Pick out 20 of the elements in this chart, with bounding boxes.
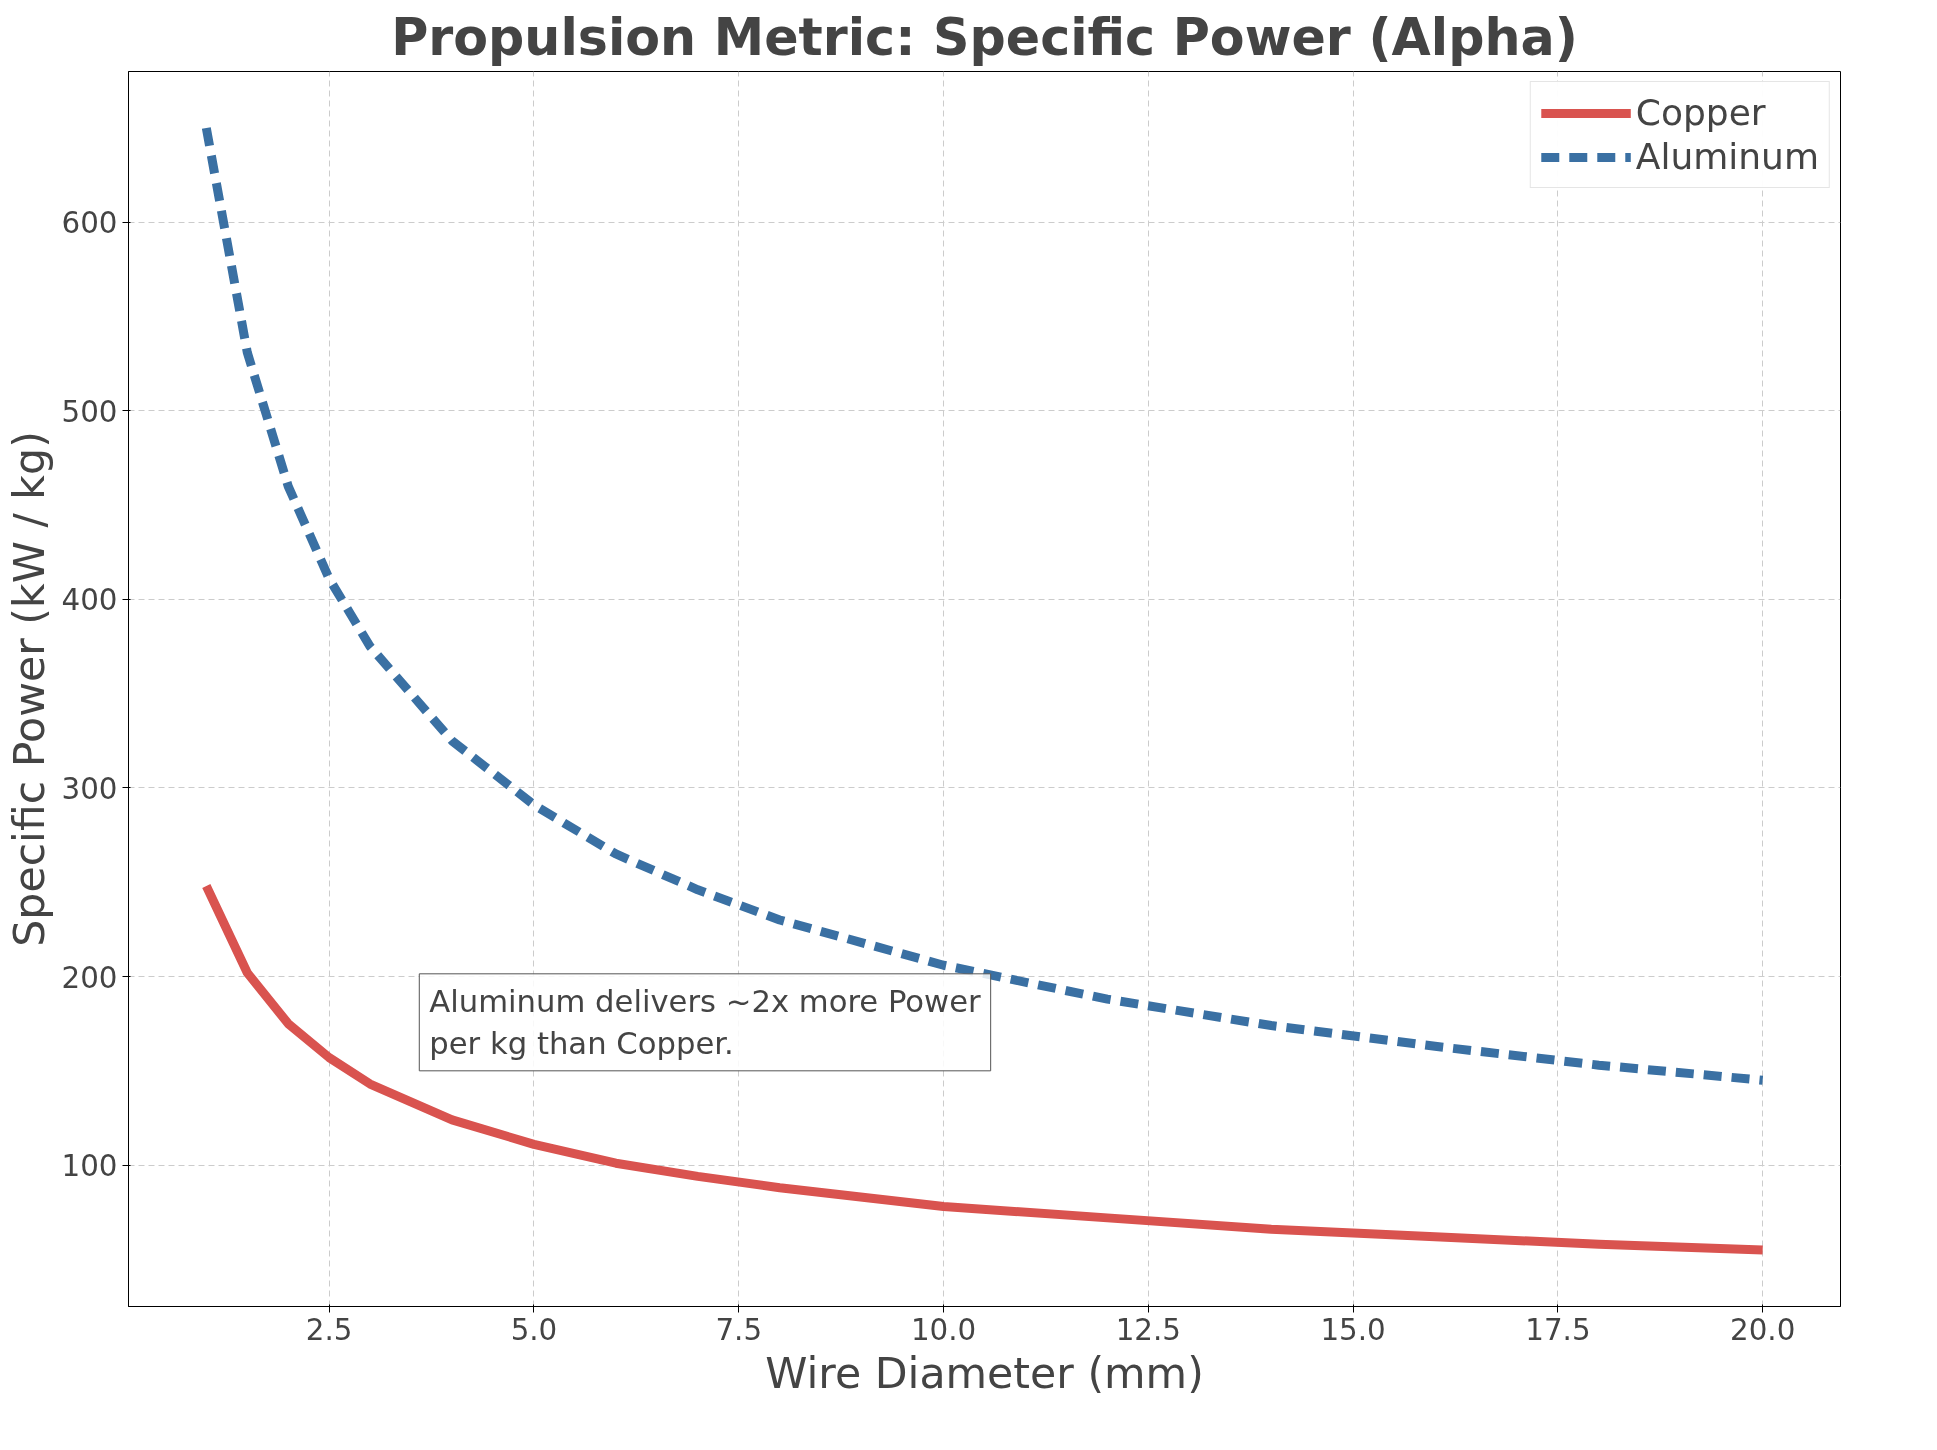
legend-label: Aluminum [1635,136,1819,177]
y-tick-label: 600 [61,206,118,241]
x-tick-label: 17.5 [1525,1312,1591,1347]
x-tick-label: 2.5 [305,1312,353,1347]
y-tick-label: 500 [61,394,118,429]
y-tick-label: 100 [61,1149,118,1184]
chart-title: Propulsion Metric: Specific Power (Alpha) [391,7,1578,67]
legend-label: Copper [1635,92,1766,133]
x-tick-label: 5.0 [510,1312,558,1347]
x-tick-label: 20.0 [1730,1312,1796,1347]
x-axis-title: Wire Diameter (mm) [765,1347,1204,1398]
x-tick-label: 12.5 [1115,1312,1181,1347]
y-tick-label: 300 [61,771,118,806]
x-tick-label: 7.5 [715,1312,763,1347]
y-axis-title: Specific Power (kW / kg) [3,431,54,947]
x-tick-label: 15.0 [1320,1312,1386,1347]
y-tick-label: 200 [61,960,118,995]
annotation: Aluminum delivers ~2x more Power per kg than Copper. [429,983,982,1061]
x-tick-label: 10.0 [910,1312,977,1347]
y-tick-label: 400 [61,583,118,618]
